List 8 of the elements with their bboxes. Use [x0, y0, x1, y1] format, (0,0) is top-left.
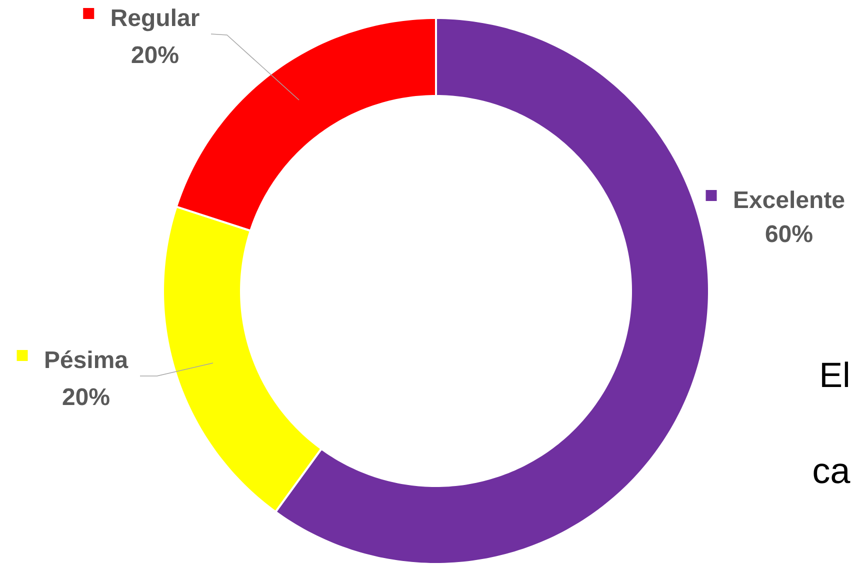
legend-label: Regular: [112, 8, 200, 32]
data-label: 60%: [766, 225, 812, 242]
data-label: 20%: [132, 46, 178, 64]
text: El: [822, 362, 848, 387]
legend-label: Excelente: [734, 190, 844, 208]
text: ca: [814, 464, 850, 484]
legend-label: Pésima: [46, 350, 128, 368]
data-label: 20%: [62, 388, 110, 406]
